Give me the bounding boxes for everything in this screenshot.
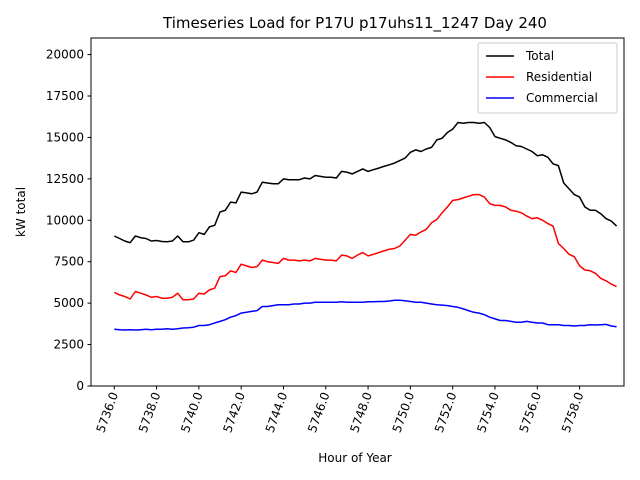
y-axis-label: kW total <box>14 187 28 237</box>
y-tick-label: 15000 <box>46 130 84 144</box>
x-tick-label: 5756.0 <box>517 390 545 434</box>
y-tick-label: 7500 <box>53 255 84 269</box>
legend-label-total: Total <box>525 49 554 63</box>
y-tick-label: 17500 <box>46 89 84 103</box>
x-tick-label: 5740.0 <box>178 390 206 434</box>
legend-box <box>477 42 618 114</box>
y-tick-label: 5000 <box>53 296 84 310</box>
y-tick-label: 2500 <box>53 338 84 352</box>
x-tick-label: 5736.0 <box>94 390 122 434</box>
legend: Total Residential Commercial <box>477 42 618 114</box>
x-tick-label: 5744.0 <box>263 390 291 434</box>
y-axis-ticks: 0 2500 5000 7500 10000 12500 15000 17500 20000 <box>46 48 91 393</box>
series-line-commercial <box>114 299 617 331</box>
series-line-residential <box>113 193 617 301</box>
y-tick-label: 12500 <box>46 172 84 186</box>
y-tick-label: 0 <box>76 379 84 393</box>
legend-label-residential: Residential <box>526 70 592 84</box>
x-tick-label: 5752.0 <box>432 390 460 434</box>
y-tick-label: 20000 <box>46 48 84 62</box>
x-tick-label: 5750.0 <box>390 390 418 434</box>
plot-lines <box>113 121 618 331</box>
x-tick-label: 5754.0 <box>474 390 502 434</box>
x-axis-label: Hour of Year <box>318 451 392 465</box>
x-tick-label: 5758.0 <box>559 390 587 434</box>
legend-label-commercial: Commercial <box>526 91 598 105</box>
x-tick-label: 5746.0 <box>305 390 333 434</box>
x-tick-label: 5748.0 <box>347 390 375 434</box>
x-axis-ticks: 5736.0 5738.0 5740.0 5742.0 5744.0 5746.0 5748… <box>94 386 587 434</box>
plot-frame <box>90 37 625 387</box>
y-tick-label: 10000 <box>46 213 84 227</box>
series-line-total <box>113 121 618 244</box>
x-tick-label: 5738.0 <box>136 390 164 434</box>
chart-title: Timeseries Load for P17U p17uhs11_1247 D… <box>162 14 547 33</box>
x-tick-label: 5742.0 <box>220 390 248 434</box>
